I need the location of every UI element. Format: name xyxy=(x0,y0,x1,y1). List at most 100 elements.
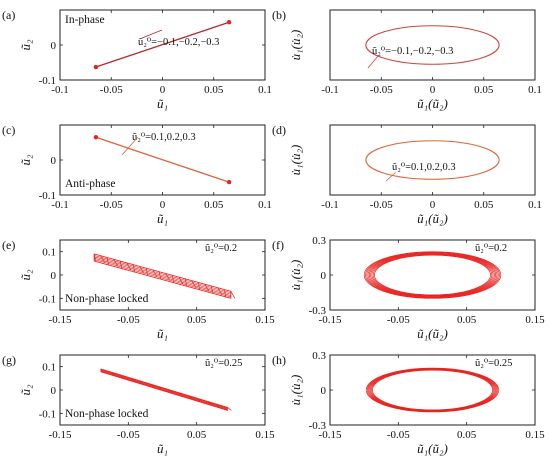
y-tick-label: 0 xyxy=(51,40,57,52)
data-layer xyxy=(100,368,232,411)
x-tick-label: 0.05 xyxy=(474,84,494,96)
trajectory-line xyxy=(94,255,231,294)
x-tick-label: -0.05 xyxy=(117,429,140,441)
annotation-text: ũ₂⁰=0.1,0.2,0.3 xyxy=(392,162,456,173)
y-tick-label: -0.1 xyxy=(39,75,56,87)
y-axis-label: u̇₁(u̇₂) xyxy=(288,260,303,291)
x-axis-label: ũ₁ xyxy=(157,96,168,111)
y-tick-label: 0 xyxy=(51,385,57,397)
orbit-ellipse xyxy=(366,252,499,298)
panel-label: (d) xyxy=(272,123,286,137)
x-axis-label: ũ₁(ũ₂) xyxy=(417,96,448,111)
annotation-leader xyxy=(367,55,379,69)
x-tick-label: -0.15 xyxy=(319,314,342,326)
panel-c: -0.1 -0.05 0 0.05 0.1 -0.1 0 (c) ũ₁ ũ₂ Anti-phase ũ… xyxy=(2,123,272,226)
orbit-ellipse xyxy=(365,25,500,65)
plot-frame xyxy=(329,124,536,196)
data-layer xyxy=(365,25,500,65)
x-tick-label: 0.1 xyxy=(528,199,542,211)
x-axis-label: ũ₁(ũ₂) xyxy=(417,211,448,226)
y-tick-label: 0.3 xyxy=(312,350,326,362)
orbit-ellipse xyxy=(372,369,493,411)
y-tick-label: 0 xyxy=(51,270,57,282)
y-tick-label: 0.1 xyxy=(42,247,56,259)
panel-e: -0.15 -0.05 0.05 0.15 -0.1 0 0.1 (e) ũ₁ ũ₂ Non-pha… xyxy=(2,238,275,341)
panel-a: -0.1 -0.05 0 0.05 0.1 -0.1 0 (a) ũ₁ ũ₂ In-phase ũ₂⁰… xyxy=(2,8,272,111)
y-tick-label: 0 xyxy=(321,385,327,397)
trajectory-line xyxy=(94,259,231,298)
x-tick-label: -0.15 xyxy=(49,314,72,326)
x-tick-label: -0.05 xyxy=(117,314,140,326)
end-point-marker xyxy=(93,135,99,140)
x-tick-label: 0.1 xyxy=(258,84,272,96)
x-tick-label: 0 xyxy=(430,84,436,96)
x-tick-label: 0.05 xyxy=(187,429,207,441)
x-tick-label: 0.05 xyxy=(204,84,224,96)
y-tick-label: 0.3 xyxy=(312,235,326,247)
orbit-ellipse xyxy=(367,252,498,298)
end-point-marker xyxy=(226,20,232,25)
y-axis-label: u̇₁(u̇₂) xyxy=(288,145,303,176)
y-tick-label: 0 xyxy=(321,270,327,282)
y-tick-label: -0.1 xyxy=(39,190,56,202)
panel-f: -0.15 -0.05 0.05 0.15 -0.3 0 0.3 (f) ũ₁(ũ₂) u̇₁(u… xyxy=(272,235,545,341)
trajectory-line xyxy=(100,370,228,410)
orbit-ellipse xyxy=(368,253,497,297)
x-tick-label: 0.1 xyxy=(528,84,542,96)
trajectory-line xyxy=(100,369,228,409)
x-tick-label: 0.15 xyxy=(525,314,545,326)
trajectory-line xyxy=(230,291,236,299)
panel-h: -0.15 -0.05 0.05 0.15 -0.3 0 0.3 (h) ũ₁(ũ₂) u̇₁(u… xyxy=(272,350,545,456)
data-layer xyxy=(363,251,502,299)
legend-text: Non-phase locked xyxy=(65,293,149,305)
panel-label: (b) xyxy=(272,8,286,22)
x-tick-label: 0 xyxy=(160,84,166,96)
orbit-ellipse xyxy=(368,368,497,412)
x-tick-label: -0.1 xyxy=(321,199,338,211)
data-layer xyxy=(95,21,230,68)
x-axis-label: ũ₁(ũ₂) xyxy=(417,326,448,341)
x-tick-label: 0.05 xyxy=(457,314,477,326)
y-tick-label: -0.1 xyxy=(39,408,56,420)
x-axis-label: ũ₁ xyxy=(157,441,168,456)
end-point-marker xyxy=(93,64,99,70)
annotation-text: ũ₂⁰=0.25 xyxy=(475,358,512,369)
y-axis-label: ũ₂ xyxy=(18,39,33,51)
orbit-ellipse xyxy=(371,253,494,297)
annotation-text: ũ₂⁰=−0.1,−0.2,−0.3 xyxy=(138,37,219,48)
legend-text: Non-phase locked xyxy=(65,408,149,420)
y-axis-label: ũ₂ xyxy=(18,269,33,281)
y-axis-label: u̇₁(u̇₂) xyxy=(288,375,303,406)
x-tick-label: 0.05 xyxy=(474,199,494,211)
end-point-marker xyxy=(226,179,232,185)
trajectory-band-outline xyxy=(93,253,232,299)
x-tick-label: -0.15 xyxy=(319,429,342,441)
x-tick-label: 0.05 xyxy=(187,314,207,326)
x-tick-label: -0.05 xyxy=(100,84,123,96)
y-axis-label: ũ₂ xyxy=(18,384,33,396)
data-layer xyxy=(365,140,500,180)
x-tick-label: -0.05 xyxy=(370,199,393,211)
annotation-text: ũ₂⁰=0.2 xyxy=(205,243,237,254)
x-tick-label: 0.15 xyxy=(255,314,275,326)
y-axis-label: u̇₁(u̇₂) xyxy=(288,30,303,61)
x-tick-label: -0.05 xyxy=(370,84,393,96)
y-tick-label: -0.3 xyxy=(309,420,327,432)
orbit-ellipse xyxy=(366,368,499,412)
annotation-text: ũ₂⁰=−0.1,−0.2,−0.3 xyxy=(372,46,453,57)
annotation-leader xyxy=(385,171,397,182)
panel-label: (h) xyxy=(272,353,286,367)
x-axis-label: ũ₁ xyxy=(157,326,168,341)
y-tick-label: -0.1 xyxy=(39,293,56,305)
legend-text: Anti-phase xyxy=(65,178,115,190)
annotation-text: ũ₂⁰=0.25 xyxy=(205,358,242,369)
x-tick-label: 0.05 xyxy=(457,429,477,441)
panel-label: (e) xyxy=(2,238,15,252)
x-tick-label: -0.1 xyxy=(51,199,68,211)
panel-label: (a) xyxy=(2,8,15,22)
x-tick-label: 0.15 xyxy=(525,429,545,441)
panel-d: -0.1 -0.05 0 0.05 0.1 (d) ũ₁(ũ₂) u̇₁(u̇₂) ũ₂⁰=0.… xyxy=(272,123,542,226)
series-line xyxy=(95,21,230,68)
panel-label: (g) xyxy=(2,353,16,367)
x-tick-label: -0.05 xyxy=(100,199,123,211)
